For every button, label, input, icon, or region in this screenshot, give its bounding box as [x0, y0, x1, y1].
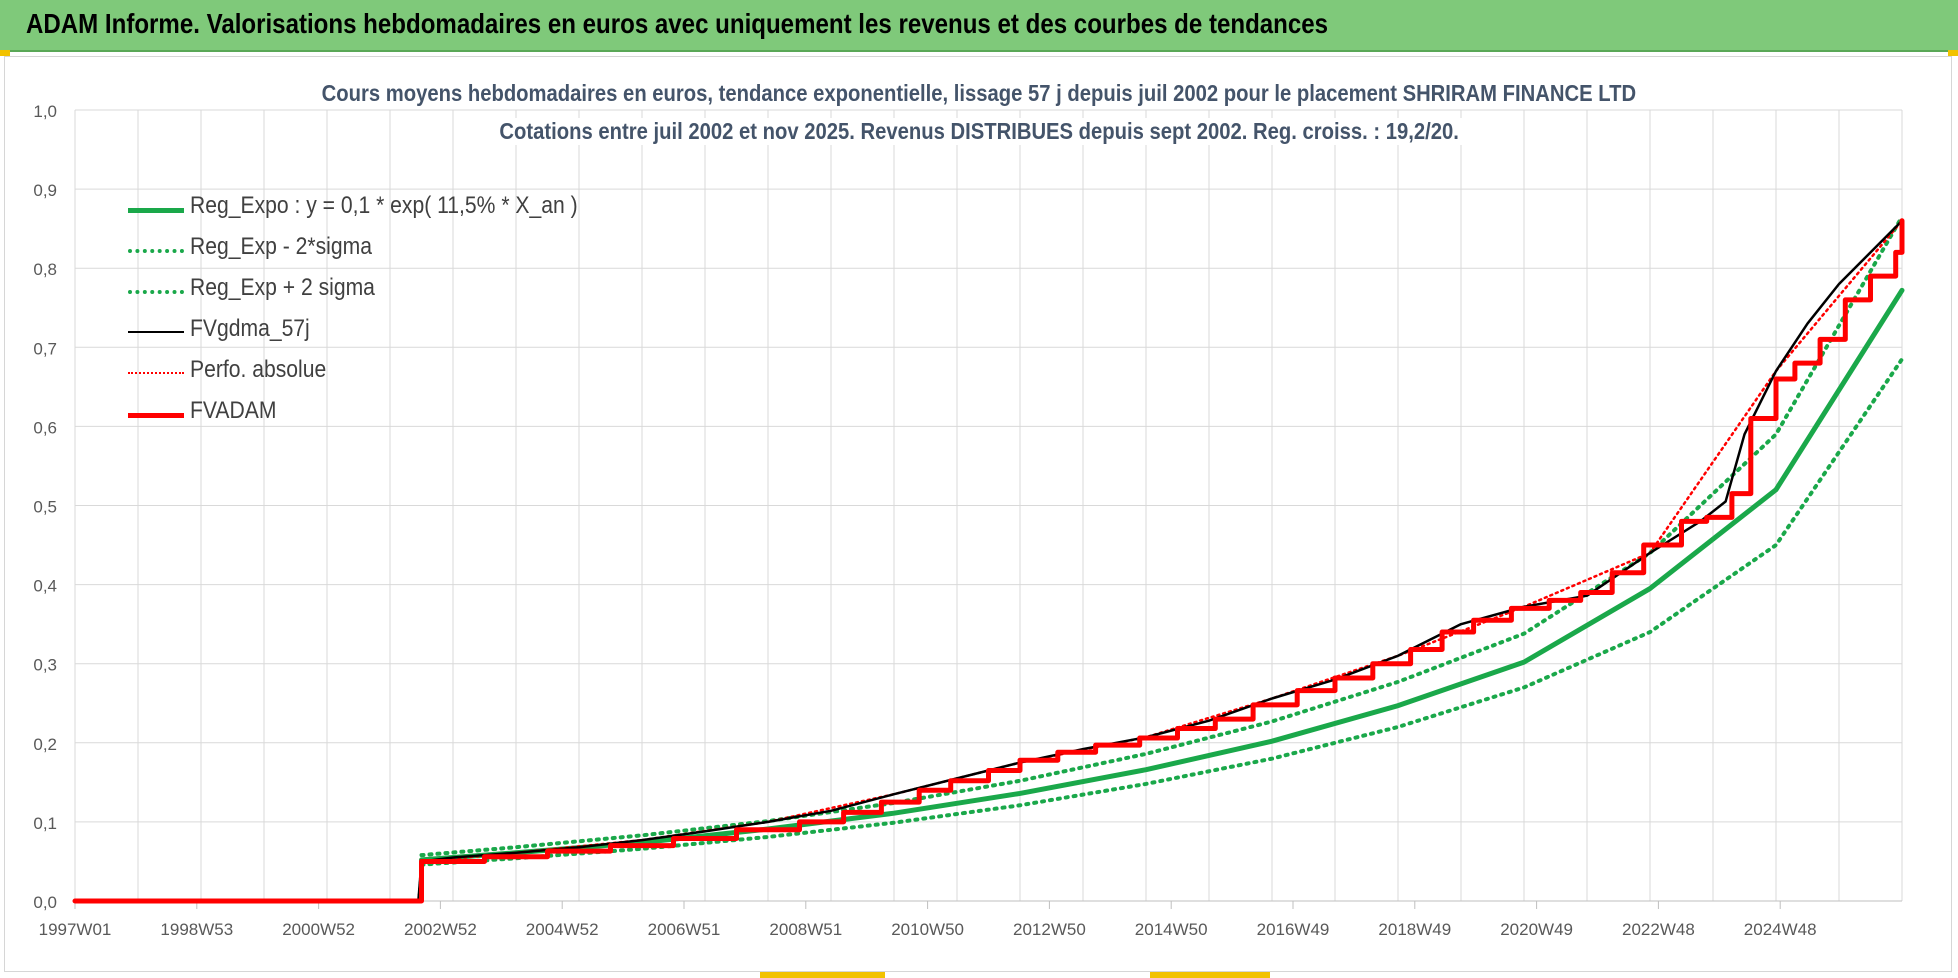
x-tick-label: 1997W01 [39, 920, 112, 939]
x-tick-label: 2020W49 [1500, 920, 1573, 939]
legend-swatch [128, 249, 184, 253]
legend-label: Reg_Exp + 2 sigma [190, 274, 375, 301]
x-tick-label: 2000W52 [282, 920, 355, 939]
x-tick-label: 2004W52 [526, 920, 599, 939]
report-header: ADAM Informe. Valorisations hebdomadaire… [0, 0, 1958, 52]
series-line-5 [72, 218, 1905, 904]
series-line-3 [73, 219, 1904, 903]
series-line-1 [419, 357, 1904, 867]
x-axis: 1997W01 1998W53 2000W52 2002W52 2004W52 2006W… [39, 900, 1902, 939]
chart-title: Cours moyens hebdomadaires en euros, ten… [0, 80, 1958, 107]
y-tick-label: 0,5 [33, 498, 57, 517]
report-title: ADAM Informe. Valorisations hebdomadaire… [26, 8, 1329, 39]
legend-label: Perfo. absolue [190, 356, 327, 383]
bottom-mark-2 [1150, 972, 1270, 978]
series-line-0 [419, 287, 1905, 863]
grid [74, 109, 1903, 902]
chart-subtitle: Cotations entre juil 2002 et nov 2025. R… [0, 118, 1958, 145]
x-tick-label: 2008W51 [769, 920, 842, 939]
x-tick-label: 2002W52 [404, 920, 477, 939]
y-tick-label: 1,0 [33, 102, 57, 121]
legend-label: Reg_Expo : y = 0,1 * exp( 11,5% * X_an ) [190, 192, 578, 219]
x-tick-label: 2022W48 [1622, 920, 1695, 939]
x-tick-label: 1998W53 [160, 920, 233, 939]
y-tick-label: 0,8 [33, 260, 57, 279]
y-tick-label: 0,0 [33, 893, 57, 912]
legend-swatch [128, 208, 184, 213]
y-tick-label: 0,1 [33, 814, 57, 833]
legend-label: FVADAM [190, 397, 277, 424]
x-tick-label: 2006W51 [648, 920, 721, 939]
y-tick-label: 0,2 [33, 735, 57, 754]
y-tick-label: 0,3 [33, 656, 57, 675]
bottom-mark-1 [760, 972, 885, 978]
legend-label: FVgdma_57j [190, 315, 310, 342]
chart-frame [4, 56, 1952, 972]
x-tick-label: 2012W50 [1013, 920, 1086, 939]
legend-swatch [128, 331, 184, 333]
x-tick-label: 2014W50 [1135, 920, 1208, 939]
x-tick-label: 2018W49 [1378, 920, 1451, 939]
x-tick-label: 2016W49 [1257, 920, 1330, 939]
series [72, 214, 1905, 904]
legend-swatch [128, 290, 184, 294]
y-tick-label: 0,7 [33, 339, 57, 358]
legend-swatch [128, 413, 184, 418]
x-tick-label: 2010W50 [891, 920, 964, 939]
legend-label: Reg_Exp - 2*sigma [190, 233, 372, 260]
corner-mark-left [0, 50, 10, 56]
y-tick-label: 0,4 [33, 577, 57, 596]
y-tick-label: 0,9 [33, 181, 57, 200]
y-tick-label: 0,6 [33, 418, 57, 437]
y-axis: 0,0 0,1 0,2 0,3 0,4 0,5 0,6 0,7 0,8 0,9 1,0 [33, 102, 57, 912]
corner-mark-right [1948, 50, 1958, 56]
x-tick-label: 2024W48 [1744, 920, 1817, 939]
legend-swatch [128, 372, 184, 374]
